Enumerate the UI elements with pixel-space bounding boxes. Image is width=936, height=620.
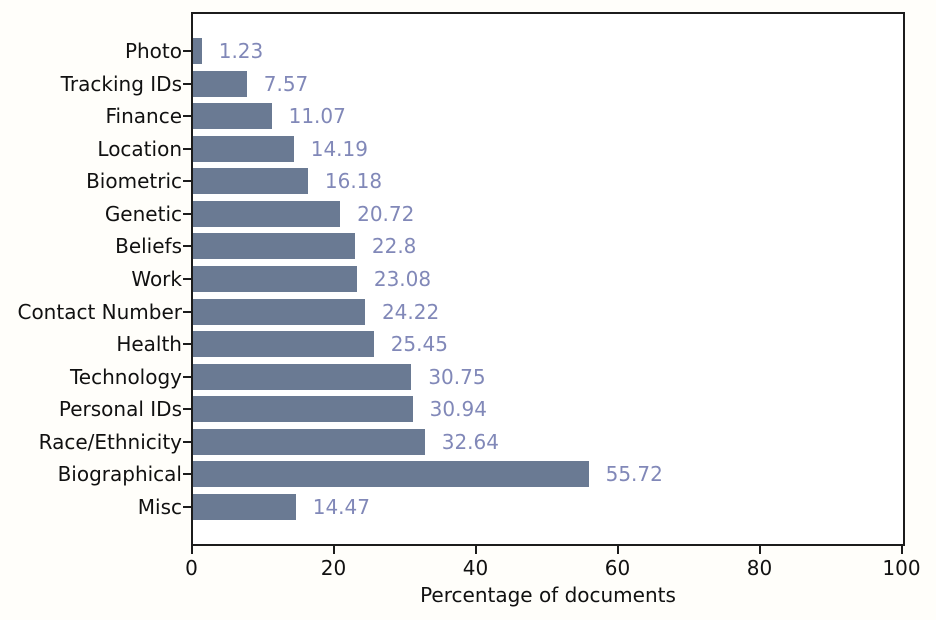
value-label: 55.72 — [605, 462, 663, 487]
bar-contact-number — [193, 298, 365, 325]
bar-health — [193, 331, 374, 358]
x-tick-mark — [616, 546, 619, 554]
y-tick-mark — [183, 82, 191, 85]
x-tick-mark — [758, 546, 761, 554]
bar-row: 7.57 — [193, 70, 309, 97]
value-label: 25.45 — [390, 332, 448, 357]
x-tick-label: 60 — [604, 556, 631, 580]
value-label: 32.64 — [441, 429, 499, 454]
x-tick-label: 20 — [320, 556, 347, 580]
bar-row: 25.45 — [193, 331, 448, 358]
x-tick-mark — [474, 546, 477, 554]
y-tick-mark — [183, 505, 191, 508]
bar-row: 1.23 — [193, 38, 263, 64]
y-tick-label: Beliefs — [115, 234, 182, 259]
x-axis-title: Percentage of documents — [420, 583, 676, 607]
bar-tracking-ids — [193, 70, 247, 97]
y-tick-label: Photo — [124, 39, 182, 63]
value-label: 16.18 — [324, 169, 383, 194]
y-tick-label: Genetic — [104, 201, 182, 226]
bar-work — [193, 265, 357, 292]
bar-row: 20.72 — [193, 200, 415, 227]
value-label: 14.47 — [312, 494, 370, 519]
y-tick-mark — [183, 245, 191, 248]
bar-row: 14.47 — [193, 493, 370, 520]
value-label: 11.07 — [288, 104, 346, 129]
value-label: 20.72 — [357, 201, 415, 226]
y-tick-mark — [183, 473, 191, 476]
bar-biometric — [193, 168, 308, 195]
x-tick-mark — [332, 546, 335, 554]
x-tick-label: 100 — [882, 556, 921, 580]
value-label: 30.75 — [428, 364, 486, 389]
y-tick-label: Contact Number — [17, 299, 182, 324]
bar-personal-ids — [193, 396, 413, 423]
y-tick-label: Technology — [69, 364, 182, 389]
y-tick-mark — [183, 277, 191, 280]
bar-genetic — [193, 200, 341, 227]
bar-row: 32.64 — [193, 428, 499, 455]
bar-row: 16.18 — [193, 168, 383, 195]
y-tick-mark — [183, 375, 191, 378]
value-label: 30.94 — [429, 397, 487, 422]
y-tick-mark — [183, 180, 191, 183]
y-tick-label: Misc — [137, 494, 182, 519]
x-tick-label: 40 — [462, 556, 489, 580]
y-tick-mark — [183, 50, 191, 52]
y-tick-label: Race/Ethnicity — [38, 429, 182, 454]
bar-row: 14.19 — [193, 135, 368, 162]
value-label: 1.23 — [218, 39, 264, 63]
x-tick-mark — [900, 546, 903, 554]
y-tick-label: Health — [116, 332, 182, 357]
bar-finance — [193, 103, 272, 130]
bar-misc — [193, 493, 296, 520]
bar-row: 24.22 — [193, 298, 440, 325]
y-tick-mark — [183, 310, 191, 313]
y-tick-label: Finance — [105, 104, 182, 129]
y-tick-label: Tracking IDs — [60, 71, 182, 96]
bar-biographical — [193, 461, 589, 488]
bar-row: 30.94 — [193, 396, 487, 423]
y-tick-label: Biometric — [86, 169, 182, 194]
bar-row: 30.75 — [193, 363, 486, 390]
x-tick-label: 0 — [185, 556, 198, 580]
y-tick-mark — [183, 147, 191, 150]
y-tick-label: Biographical — [57, 462, 182, 487]
y-tick-mark — [183, 408, 191, 411]
value-label: 22.8 — [371, 234, 417, 259]
plot-area: 1.23 7.57 11.07 14.19 16.18 20.72 22.8 23.08 24.… — [191, 12, 905, 546]
value-label: 23.08 — [373, 266, 432, 291]
x-tick-mark — [190, 546, 193, 554]
y-tick-label: Work — [131, 266, 182, 291]
y-tick-mark — [183, 343, 191, 346]
y-tick-mark — [183, 212, 191, 215]
x-tick-label: 80 — [746, 556, 773, 580]
bar-technology — [193, 363, 412, 390]
bar-photo — [193, 38, 202, 64]
y-tick-label: Location — [97, 136, 182, 161]
value-label: 24.22 — [381, 299, 440, 324]
y-tick-mark — [183, 115, 191, 118]
bar-race-ethnicity — [193, 428, 425, 455]
bar-location — [193, 135, 294, 162]
bar-row: 23.08 — [193, 265, 432, 292]
y-tick-mark — [183, 440, 191, 443]
bar-row: 55.72 — [193, 461, 663, 488]
bar-row: 22.8 — [193, 233, 417, 260]
value-label: 7.57 — [263, 71, 309, 96]
value-label: 14.19 — [310, 136, 368, 161]
bar-row: 11.07 — [193, 103, 346, 130]
y-tick-label: Personal IDs — [58, 397, 182, 422]
bar-beliefs — [193, 233, 355, 260]
